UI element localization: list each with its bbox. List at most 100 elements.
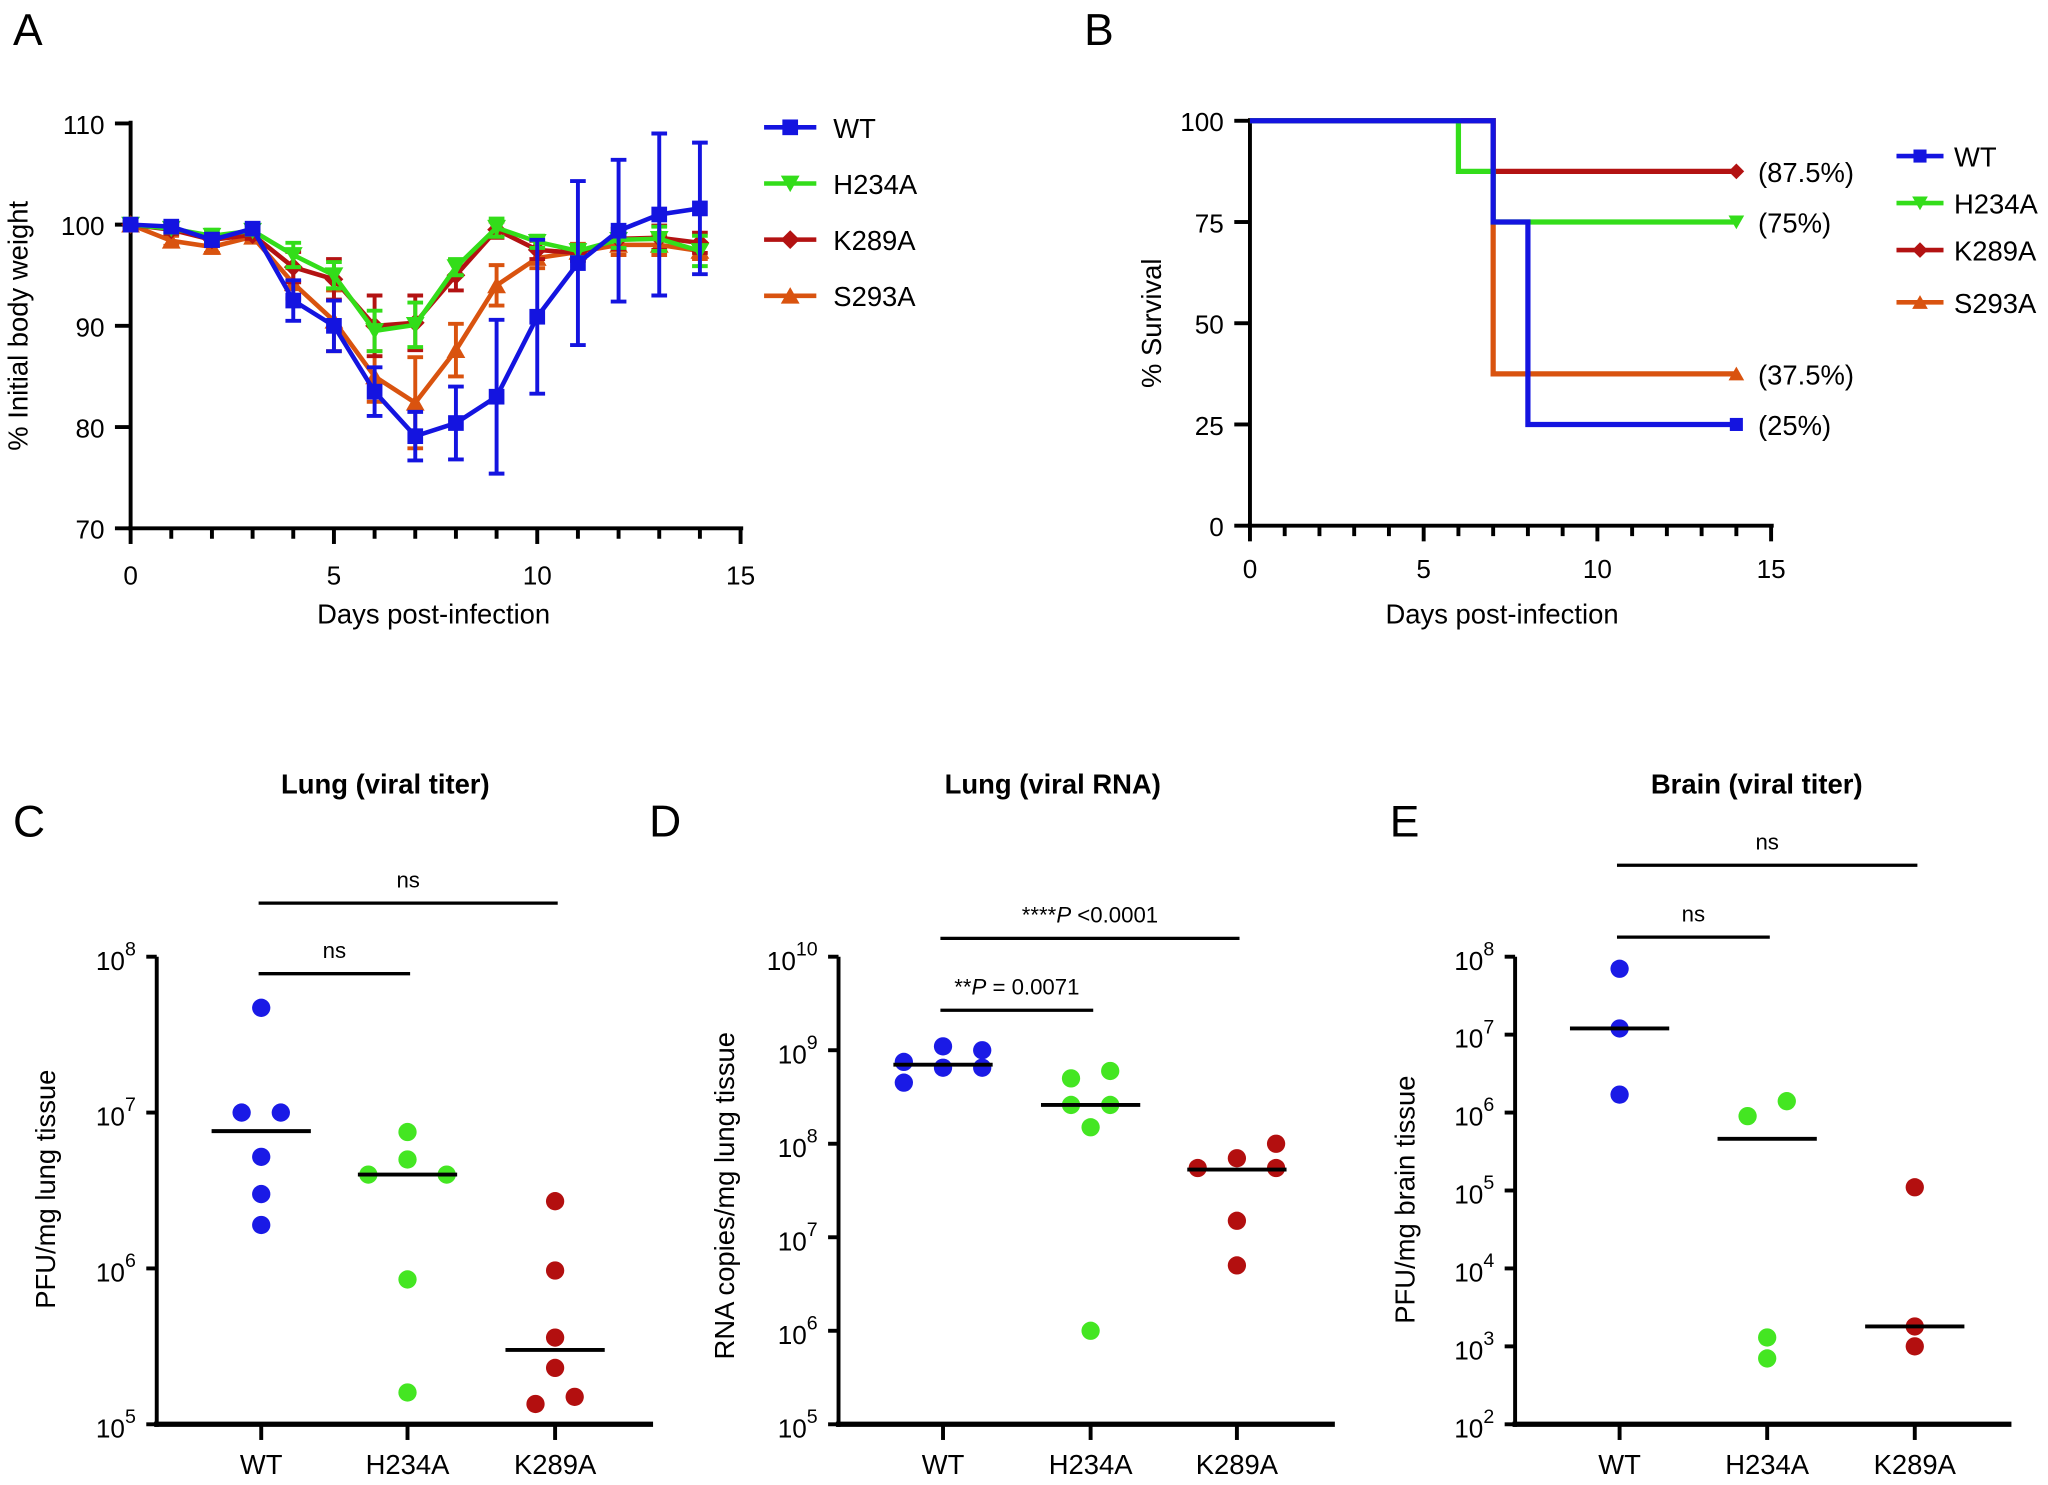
label-stars: ** bbox=[954, 975, 972, 1000]
y-axis-label: % Survival bbox=[1136, 259, 1167, 388]
data-point bbox=[973, 1058, 992, 1077]
data-point bbox=[692, 200, 708, 217]
data-point bbox=[1227, 1149, 1247, 1168]
significance-label: ns bbox=[1755, 830, 1778, 855]
legend-label: S293A bbox=[833, 281, 916, 312]
group-h234a bbox=[1717, 1092, 1817, 1368]
data-point bbox=[252, 1215, 271, 1235]
legend-marker bbox=[1912, 242, 1928, 258]
x-tick-label: 15 bbox=[1757, 554, 1786, 584]
data-point bbox=[161, 232, 181, 249]
y-tick-label: 100 bbox=[1180, 107, 1224, 137]
data-point bbox=[398, 1270, 417, 1289]
data-point bbox=[1081, 1118, 1100, 1137]
x-tick-label: WT bbox=[922, 1449, 965, 1480]
legend-label: WT bbox=[833, 113, 876, 144]
tick-exponent: 7 bbox=[1483, 1016, 1494, 1038]
tick-exponent: 8 bbox=[807, 1125, 818, 1147]
data-point bbox=[232, 1103, 251, 1122]
tick-base: 10 bbox=[1454, 1024, 1483, 1054]
data-point bbox=[610, 222, 627, 239]
tick-exponent: 6 bbox=[807, 1312, 818, 1334]
x-tick-label: 10 bbox=[523, 560, 552, 590]
x-tick-label: 5 bbox=[327, 560, 342, 590]
data-point bbox=[894, 1052, 913, 1072]
data-point bbox=[405, 316, 425, 334]
y-tick-label: 90 bbox=[75, 312, 104, 342]
label-value: <0.0001 bbox=[1071, 903, 1158, 928]
legend-marker bbox=[782, 119, 799, 136]
y-tick-label: 104 bbox=[1454, 1250, 1494, 1287]
data-point bbox=[1081, 1321, 1100, 1340]
data-point bbox=[283, 247, 303, 264]
legend-marker bbox=[1913, 149, 1927, 163]
tick-exponent: 6 bbox=[1483, 1094, 1494, 1116]
legend-label: WT bbox=[1954, 142, 1997, 173]
data-point bbox=[651, 206, 668, 223]
data-point bbox=[446, 341, 466, 358]
data-point bbox=[163, 218, 180, 235]
tick-base: 10 bbox=[1454, 946, 1483, 976]
data-point bbox=[1905, 1337, 1924, 1356]
legend-label: S293A bbox=[1954, 288, 2037, 319]
y-tick-label: 1010 bbox=[767, 938, 818, 975]
y-tick-label: 108 bbox=[96, 938, 136, 975]
data-point bbox=[398, 1150, 417, 1169]
series-k289a: (87.5%) bbox=[1249, 118, 1854, 188]
significance-label: ns bbox=[1682, 901, 1705, 926]
data-point bbox=[545, 1358, 565, 1378]
data-point bbox=[570, 255, 586, 271]
data-point bbox=[271, 1103, 290, 1122]
y-tick-label: 105 bbox=[778, 1406, 818, 1443]
end-marker bbox=[1728, 215, 1745, 230]
data-point bbox=[487, 276, 506, 294]
data-point bbox=[526, 1394, 545, 1414]
x-tick-label: WT bbox=[240, 1449, 283, 1480]
data-point bbox=[244, 220, 261, 237]
tick-base: 10 bbox=[96, 946, 125, 976]
y-tick-label: 100 bbox=[61, 211, 105, 241]
y-axis-label: RNA copies/mg lung tissue bbox=[709, 1032, 740, 1360]
tick-base: 10 bbox=[778, 1039, 807, 1069]
data-point bbox=[488, 388, 505, 405]
label-p: P bbox=[1056, 903, 1071, 928]
y-tick-label: 106 bbox=[1454, 1094, 1494, 1131]
label-value: = 0.0071 bbox=[986, 975, 1079, 1000]
panel-letter: E bbox=[1390, 798, 1420, 847]
data-point bbox=[1227, 1211, 1247, 1230]
data-point bbox=[487, 219, 506, 237]
y-tick-label: 107 bbox=[778, 1219, 818, 1256]
series-wt: (25%) bbox=[1249, 118, 1831, 441]
data-point bbox=[545, 1261, 565, 1280]
group-h234a bbox=[357, 1122, 458, 1402]
end-marker bbox=[1728, 163, 1745, 180]
x-tick-label: 5 bbox=[1416, 554, 1431, 584]
data-point bbox=[933, 1037, 953, 1056]
data-point bbox=[448, 415, 464, 431]
y-tick-label: 50 bbox=[1195, 310, 1224, 340]
tick-exponent: 2 bbox=[1483, 1406, 1494, 1428]
panel-a: 70 80 90 100 110 0 5 10 15 Days post-infection % I… bbox=[2, 110, 917, 630]
data-point bbox=[1061, 1069, 1081, 1088]
end-percentage-label: (75%) bbox=[1758, 207, 1831, 238]
y-tick-label: 103 bbox=[1454, 1328, 1494, 1365]
data-point bbox=[1758, 1349, 1777, 1368]
x-tick-label: 0 bbox=[123, 560, 138, 590]
tick-exponent: 3 bbox=[1483, 1328, 1494, 1350]
x-tick-label: H234A bbox=[1049, 1449, 1134, 1480]
data-point bbox=[252, 1184, 271, 1204]
tick-base: 10 bbox=[96, 1257, 125, 1287]
tick-base: 10 bbox=[778, 1226, 807, 1256]
tick-base: 10 bbox=[778, 1413, 807, 1443]
tick-exponent: 5 bbox=[807, 1406, 818, 1428]
legend-marker bbox=[1912, 196, 1928, 211]
data-point bbox=[894, 1073, 913, 1092]
x-axis-label: Days post-infection bbox=[1386, 599, 1619, 630]
tick-exponent: 8 bbox=[1483, 938, 1494, 960]
data-point bbox=[326, 318, 342, 334]
end-percentage-label: (87.5%) bbox=[1758, 157, 1854, 188]
legend-label: K289A bbox=[833, 225, 916, 256]
data-point bbox=[324, 267, 344, 284]
